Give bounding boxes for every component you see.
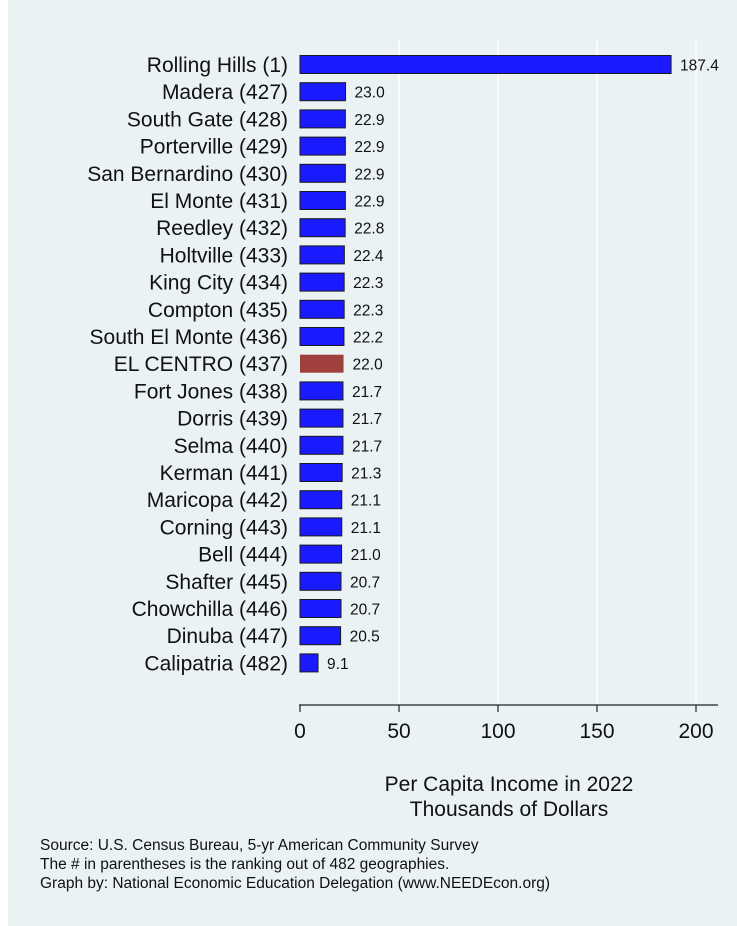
bar [299,653,319,673]
category-label: Compton (435) [148,299,288,322]
bar [299,299,345,319]
x-axis-title-line-1: Per Capita Income in 2022 [384,773,634,796]
x-tick-label: 50 [387,720,410,743]
category-label: Bell (444) [198,544,288,567]
category-label: Maricopa (442) [147,489,288,512]
value-label: 9.1 [327,656,349,673]
category-label: Dorris (439) [177,408,288,431]
source-notes: Source: U.S. Census Bureau, 5-yr America… [40,836,550,893]
bar [299,245,345,265]
value-label: 21.7 [352,438,382,455]
bar [299,191,346,210]
value-label: 21.1 [351,520,381,537]
bar [299,327,345,346]
category-label: El Monte (431) [150,190,288,213]
credit-note: Graph by: National Economic Education De… [40,875,551,892]
x-tick-label: 200 [678,720,713,743]
x-tick-label: 0 [294,720,306,743]
value-label: 23.0 [355,85,386,102]
bar [299,82,347,102]
value-label: 21.7 [352,384,382,401]
bar [299,109,346,129]
value-label: 22.8 [354,221,384,238]
category-label: Dinuba (447) [167,625,288,648]
category-label: Selma (440) [174,435,288,458]
category-label: Rolling Hills (1) [147,54,288,77]
value-label: 21.7 [352,411,382,428]
value-label: 21.3 [351,466,381,483]
bar [299,136,346,156]
category-label: Calipatria (482) [144,652,288,675]
bar [299,218,346,238]
value-label: 22.4 [353,248,384,265]
category-label: Porterville (429) [140,136,288,159]
category-label: Chowchilla (446) [132,598,288,621]
bar [299,408,344,428]
bar [299,571,342,591]
plot-area [298,40,718,705]
bar [299,272,345,292]
bar [299,55,672,74]
x-tick-label: 100 [480,720,515,743]
source-note: Source: U.S. Census Bureau, 5-yr America… [40,837,479,854]
category-label: San Bernardino (430) [87,163,288,186]
ranking-note: The # in parentheses is the ranking out … [40,856,450,873]
value-label: 187.4 [680,58,719,75]
category-label: King City (434) [149,272,288,295]
value-label: 22.9 [354,139,384,156]
bar [299,435,344,455]
value-label: 22.9 [354,112,384,129]
value-label: 20.7 [350,602,380,619]
value-label: 22.2 [353,330,383,347]
value-label: 22.3 [353,302,383,319]
x-axis-title-line-2: Thousands of Dollars [409,798,609,821]
bar [299,599,342,618]
value-label: 22.9 [354,194,384,211]
value-label: 22.3 [353,275,383,292]
value-label: 21.0 [351,547,382,564]
value-label: 20.7 [350,574,380,591]
category-label: Holtville (433) [160,244,288,267]
category-label: South El Monte (436) [90,326,288,349]
category-label: Kerman (441) [160,462,288,485]
value-label: 21.1 [351,493,381,510]
category-label: South Gate (428) [127,108,288,131]
bar [299,544,343,564]
value-label: 20.5 [350,629,380,646]
category-label: Reedley (432) [156,217,288,240]
bar [299,463,343,482]
bar [299,163,346,183]
category-label: EL CENTRO (437) [114,353,288,376]
category-label: Shafter (445) [165,571,288,594]
x-axis-title: Per Capita Income in 2022 Thousands of D… [300,772,718,822]
bar [299,517,343,537]
value-label: 22.9 [354,166,384,183]
category-label: Madera (427) [162,81,288,104]
bar [299,490,343,510]
bar [299,381,344,401]
value-label: 22.0 [353,357,384,374]
bar [299,626,342,646]
bar [300,354,344,373]
category-label: Corning (443) [160,516,288,539]
x-tick-label: 150 [579,720,614,743]
category-label: Fort Jones (438) [134,380,288,403]
